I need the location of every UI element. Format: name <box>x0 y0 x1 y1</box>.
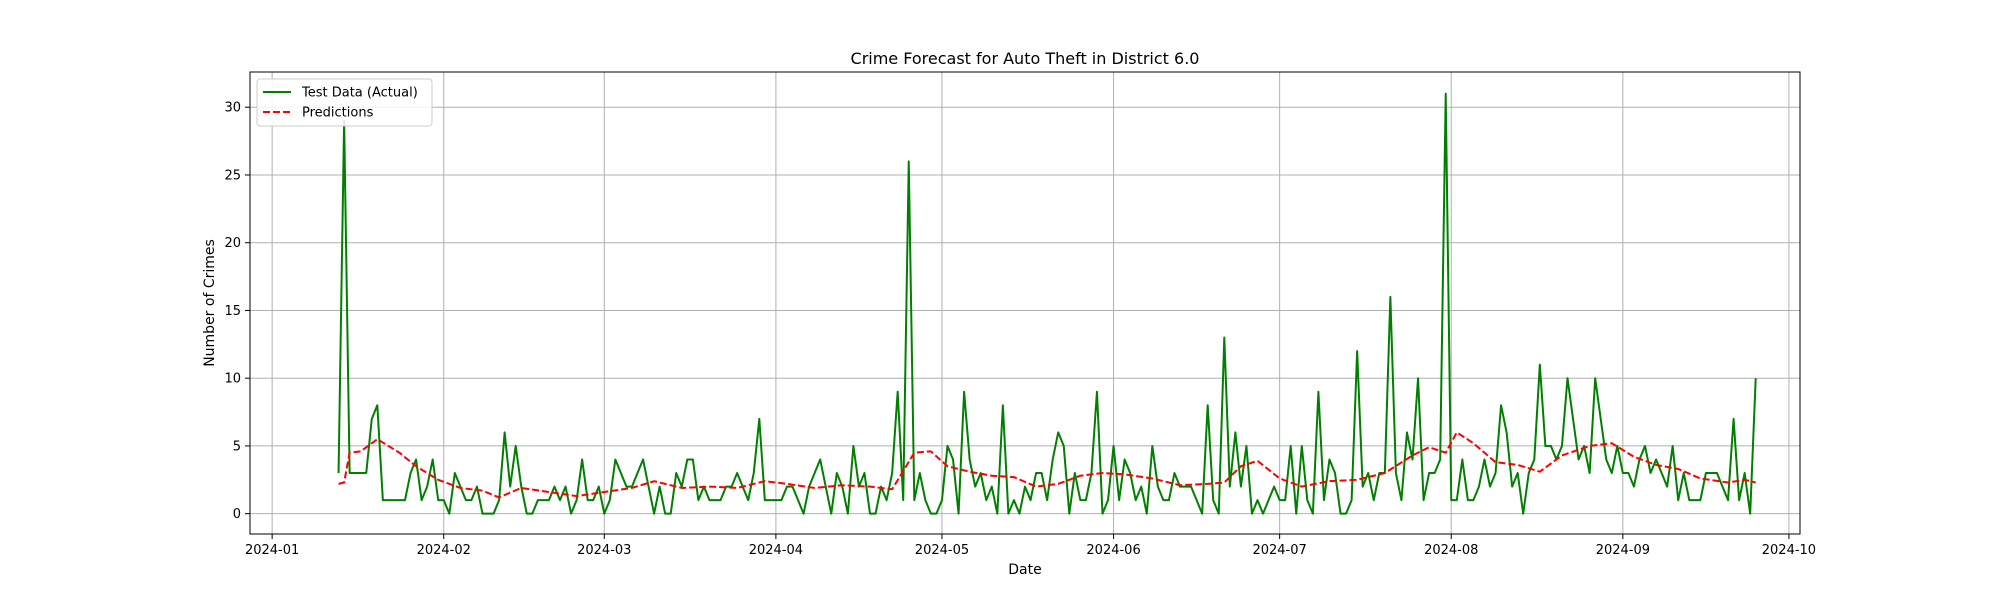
x-tick-label: 2024-10 <box>1762 543 1816 558</box>
x-tick-label: 2024-09 <box>1596 543 1650 558</box>
y-axis: 0 5 10 15 20 25 30 <box>224 101 250 522</box>
chart-title: Crime Forecast for Auto Theft in Distric… <box>851 49 1200 68</box>
actual-series-line <box>337 92 1757 515</box>
x-tick-label: 2024-03 <box>577 543 631 558</box>
legend-box <box>256 78 433 127</box>
x-tick-label: 2024-05 <box>915 543 969 558</box>
grid-lines <box>250 72 1800 534</box>
x-axis-label: Date <box>1008 562 1041 578</box>
legend: Test Data (Actual) Predictions <box>256 78 433 127</box>
predictions-series-line <box>338 431 1756 499</box>
y-axis-label: Number of Crimes <box>202 239 218 367</box>
x-tick-label: 2024-06 <box>1086 543 1140 558</box>
x-tick-label: 2024-07 <box>1252 543 1306 558</box>
y-tick-label: 5 <box>233 439 241 454</box>
x-tick-label: 2024-02 <box>417 543 471 558</box>
y-tick-label: 15 <box>224 304 241 319</box>
data-series <box>337 92 1757 515</box>
y-tick-label: 25 <box>224 168 241 183</box>
x-axis: 2024-01 2024-02 2024-03 2024-04 2024-05 2024-… <box>245 534 1816 558</box>
y-tick-label: 10 <box>224 372 241 387</box>
y-tick-label: 30 <box>224 101 241 116</box>
x-tick-label: 2024-04 <box>749 543 803 558</box>
legend-label: Predictions <box>302 106 374 121</box>
legend-label: Test Data (Actual) <box>301 86 418 101</box>
x-tick-label: 2024-08 <box>1424 543 1478 558</box>
x-tick-label: 2024-01 <box>245 543 299 558</box>
y-tick-label: 0 <box>233 507 241 522</box>
y-tick-label: 20 <box>224 236 241 251</box>
plot-frame <box>249 71 1801 535</box>
